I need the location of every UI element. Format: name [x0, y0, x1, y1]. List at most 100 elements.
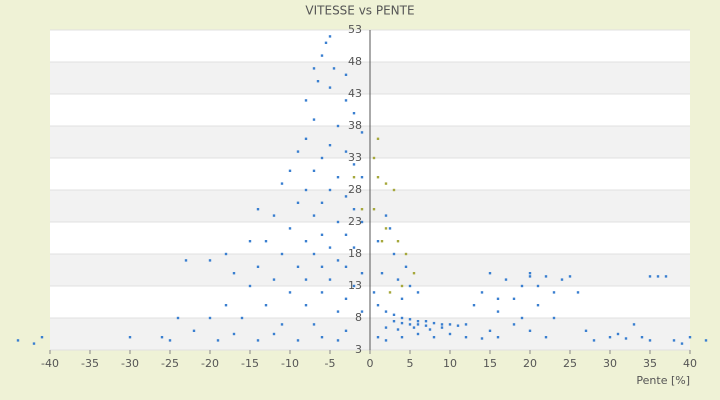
point: [352, 284, 356, 288]
point: [296, 265, 300, 268]
point: [352, 112, 356, 115]
y-tick-label: 53: [348, 23, 362, 36]
point: [304, 188, 308, 192]
point: [408, 318, 412, 321]
point: [688, 336, 692, 339]
x-tick-label: -25: [161, 357, 179, 370]
x-tick-label: -5: [325, 357, 336, 370]
point: [344, 233, 348, 236]
point: [584, 329, 588, 332]
point: [376, 176, 380, 179]
point: [400, 297, 404, 300]
point: [312, 118, 316, 121]
point: [680, 342, 684, 345]
point: [372, 291, 376, 294]
point: [272, 214, 276, 217]
point: [392, 320, 396, 323]
point: [432, 321, 436, 325]
point: [232, 332, 236, 336]
y-tick-label: 28: [348, 183, 362, 196]
point: [372, 208, 376, 211]
point: [320, 156, 324, 160]
point: [536, 304, 540, 307]
point: [376, 304, 380, 307]
point: [388, 291, 392, 294]
x-tick-label: 10: [443, 357, 457, 370]
point: [392, 313, 396, 316]
point: [296, 339, 300, 342]
x-tick-label: -40: [41, 357, 59, 370]
point: [344, 73, 348, 76]
point: [568, 275, 572, 278]
point: [328, 246, 332, 249]
point: [344, 297, 348, 300]
point: [32, 342, 36, 345]
point: [336, 310, 340, 313]
point: [648, 275, 652, 278]
point: [280, 323, 284, 326]
point: [440, 326, 444, 329]
point: [256, 339, 260, 342]
point: [416, 291, 420, 294]
point: [504, 278, 508, 281]
point: [320, 54, 324, 57]
chart-title: VITESSE vs PENTE: [305, 4, 414, 18]
point: [304, 304, 308, 307]
point: [320, 336, 324, 339]
point: [208, 259, 212, 262]
point: [296, 201, 300, 204]
point: [384, 310, 388, 313]
point: [560, 278, 564, 281]
point: [312, 169, 316, 172]
point: [184, 259, 188, 262]
point: [360, 310, 364, 313]
point: [352, 208, 356, 211]
point: [632, 323, 636, 326]
point: [412, 326, 416, 329]
point: [336, 124, 340, 128]
point: [336, 259, 340, 262]
point: [280, 182, 284, 185]
point: [704, 339, 708, 342]
point: [408, 323, 412, 326]
point: [528, 272, 532, 275]
point: [544, 275, 548, 278]
point: [316, 80, 320, 83]
point: [272, 332, 276, 336]
point: [496, 297, 500, 300]
point: [312, 214, 316, 217]
y-tick-label: 3: [355, 343, 362, 356]
point: [332, 67, 336, 70]
point: [412, 272, 416, 275]
point: [312, 323, 316, 326]
point: [496, 336, 500, 339]
x-tick-label: -10: [281, 357, 299, 370]
point: [384, 182, 388, 185]
point: [528, 275, 532, 278]
point: [384, 227, 388, 230]
point: [408, 284, 412, 288]
point: [312, 67, 316, 70]
point: [352, 176, 356, 179]
x-tick-label: 40: [683, 357, 697, 370]
point: [432, 336, 436, 339]
point: [328, 35, 332, 38]
point: [336, 176, 340, 179]
point: [388, 227, 392, 230]
x-tick-label: 35: [643, 357, 657, 370]
point: [328, 278, 332, 281]
point: [428, 328, 432, 331]
point: [488, 329, 492, 332]
point: [256, 265, 260, 268]
point: [472, 304, 476, 307]
point: [592, 339, 596, 342]
point: [380, 240, 384, 243]
point: [616, 332, 620, 336]
point: [672, 339, 676, 342]
point: [380, 272, 384, 275]
point: [396, 328, 400, 331]
point: [384, 326, 388, 329]
point: [280, 252, 284, 256]
plot-area: [50, 29, 690, 351]
point: [372, 156, 376, 160]
